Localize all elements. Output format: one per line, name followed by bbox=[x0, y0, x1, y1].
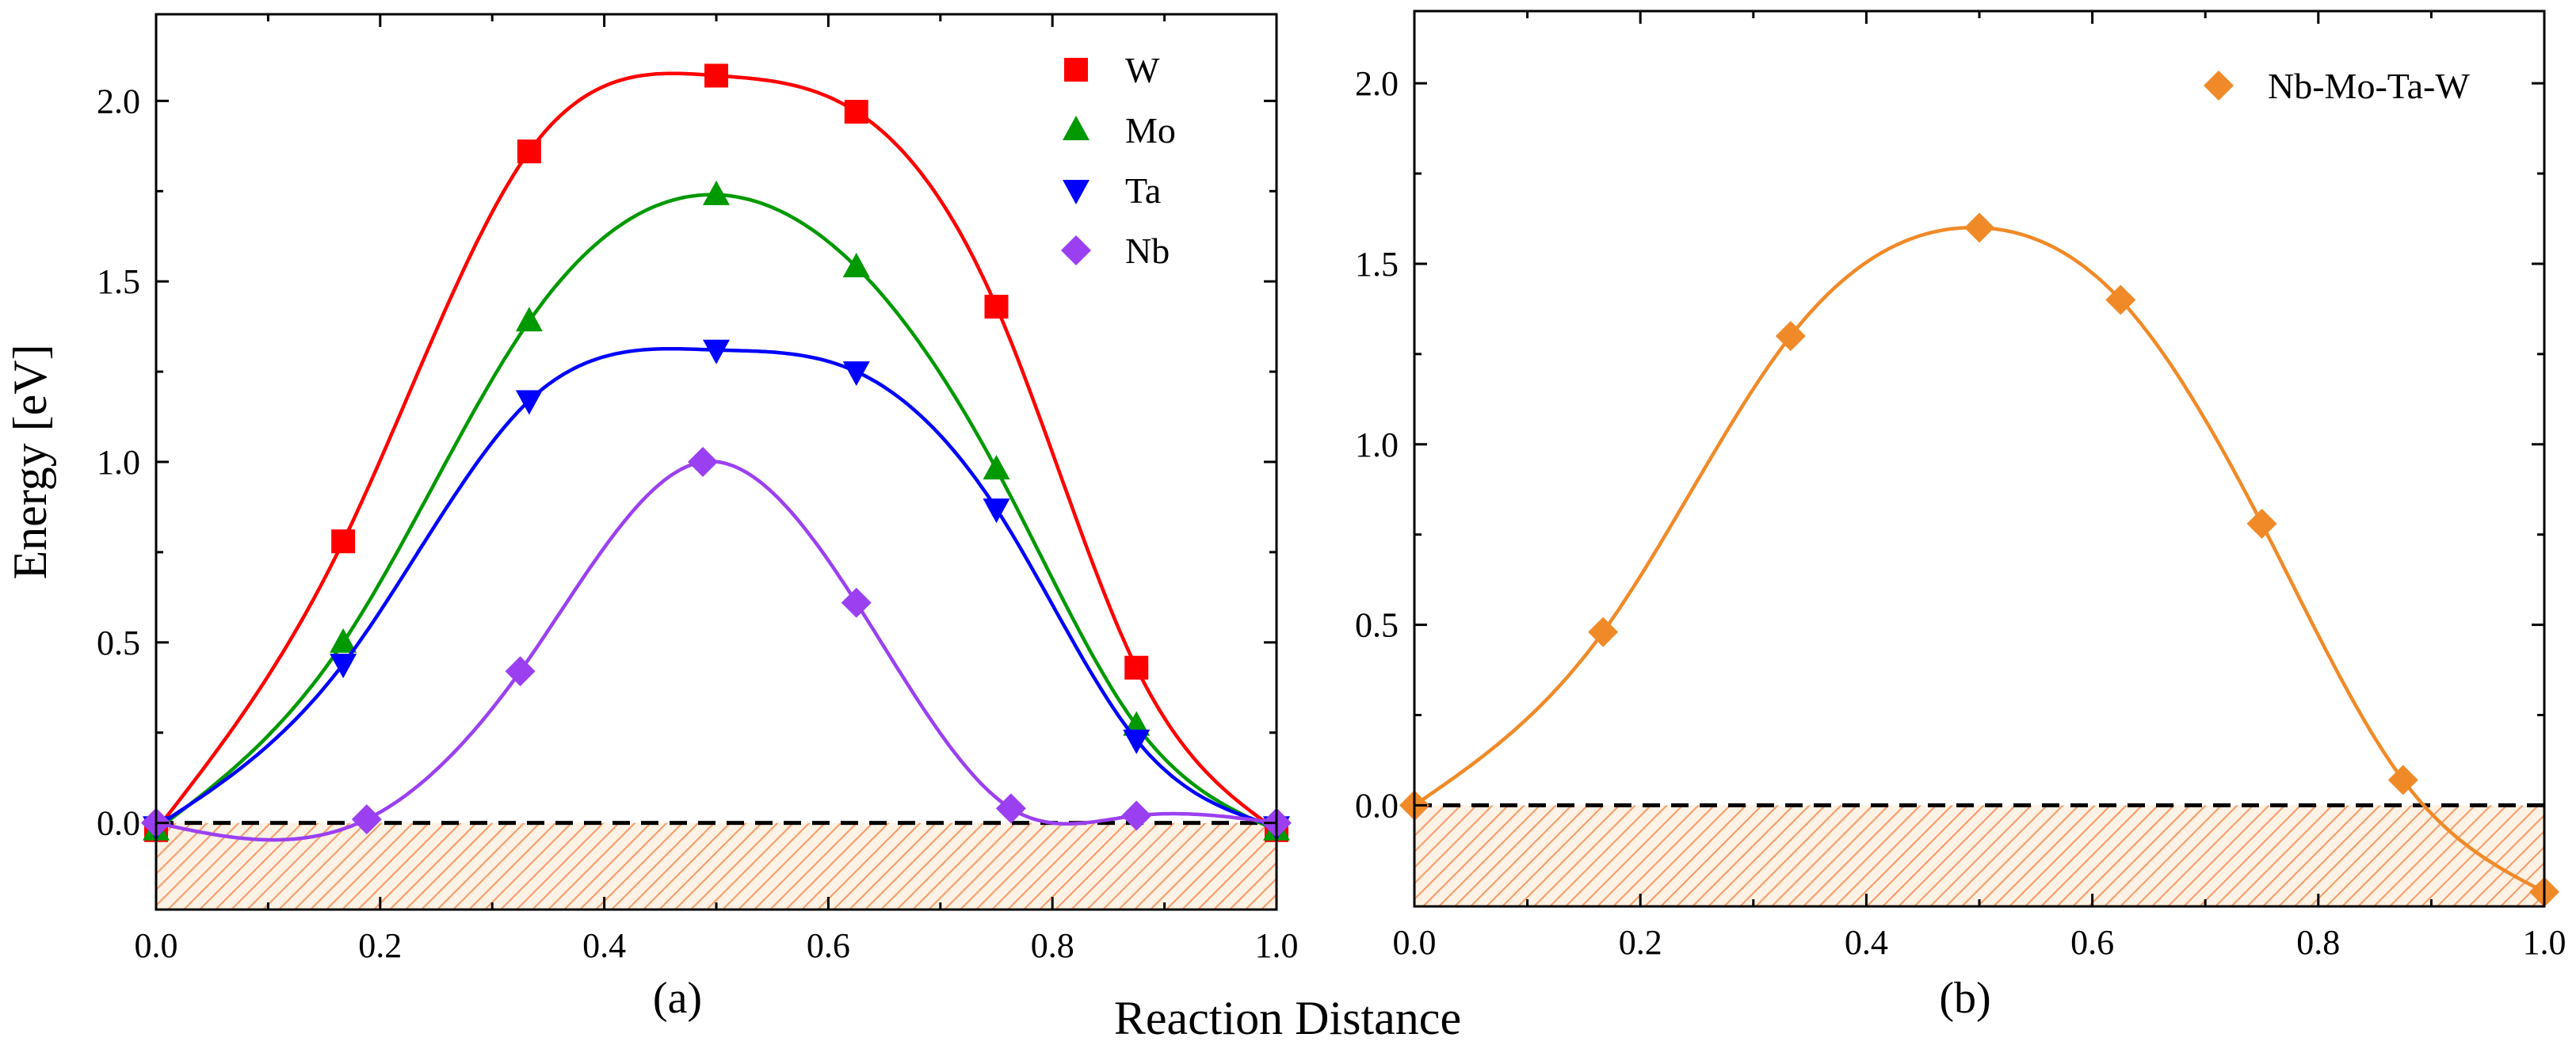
legend-label-w: W bbox=[1125, 50, 1160, 90]
data-point-nb bbox=[1121, 800, 1152, 831]
legend-marker-w bbox=[1064, 58, 1088, 82]
series-line-ta bbox=[155, 346, 1277, 829]
y-tick-label: 1.0 bbox=[1355, 425, 1399, 464]
data-point-w bbox=[1124, 655, 1149, 680]
hatched-negative-region bbox=[156, 822, 1277, 910]
data-point-nb-mo-ta-w bbox=[1964, 212, 1994, 243]
y-tick-label: 0.0 bbox=[97, 804, 140, 843]
data-point-ta bbox=[983, 498, 1010, 524]
y-tick-label: 1.5 bbox=[1355, 245, 1399, 284]
data-point-nb bbox=[351, 804, 382, 835]
series-line-nb bbox=[155, 460, 1277, 842]
y-tick-label: 2.0 bbox=[97, 82, 140, 120]
data-point-nb-mo-ta-w bbox=[2105, 284, 2136, 315]
hatched-negative-region bbox=[1414, 805, 2544, 906]
legend-marker-nb-mo-ta-w bbox=[2204, 71, 2234, 101]
data-point-ta bbox=[330, 654, 357, 679]
data-point-nb bbox=[688, 447, 719, 477]
data-point-ta bbox=[515, 390, 543, 415]
data-point-ta bbox=[1123, 729, 1151, 754]
series-line-nb-mo-ta-w bbox=[1413, 225, 2546, 894]
y-axis-title: Energy [eV] bbox=[4, 344, 56, 579]
x-tick-label: 0.0 bbox=[1393, 923, 1437, 962]
x-axis-title: Reaction Distance bbox=[1114, 992, 1461, 1044]
x-tick-label: 0.6 bbox=[807, 926, 850, 965]
x-tick-label: 1.0 bbox=[2523, 923, 2566, 962]
panel-b-chart: 0.0 0.2 0.4 0.6 0.8 1.0 0.0 0.5 1.0 1.5 2.0 Nb-Mo-T… bbox=[1355, 10, 2566, 962]
legend-label-nb-mo-ta-w: Nb-Mo-Ta-W bbox=[2268, 66, 2470, 106]
series-line-mo bbox=[155, 193, 1277, 832]
y-tick-label: 1.0 bbox=[97, 443, 140, 482]
data-point-w bbox=[331, 529, 356, 554]
data-point-nb-mo-ta-w bbox=[1588, 616, 1619, 647]
data-point-w bbox=[517, 139, 541, 164]
y-tick-label: 0.0 bbox=[1355, 786, 1399, 825]
legend-label-mo: Mo bbox=[1125, 110, 1176, 151]
panel-a-label: (a) bbox=[653, 974, 702, 1023]
panel-a-chart: 0.0 0.2 0.4 0.6 0.8 1.0 0.0 0.5 1.0 1.5 2.0 Energy … bbox=[4, 13, 1299, 965]
y-tick-label: 0.5 bbox=[97, 624, 140, 662]
data-point-nb bbox=[841, 587, 872, 618]
x-tick-label: 0.2 bbox=[358, 926, 402, 965]
legend-marker-mo bbox=[1063, 116, 1090, 140]
legend: Nb-Mo-Ta-W bbox=[2204, 66, 2470, 106]
data-point-mo bbox=[842, 252, 870, 277]
x-tick-label: 0.6 bbox=[2070, 923, 2114, 962]
x-tick-label: 0.4 bbox=[1845, 923, 1888, 962]
data-point-nb-mo-ta-w bbox=[1775, 321, 1806, 352]
y-tick-label: 2.0 bbox=[1355, 64, 1399, 103]
data-point-nb-mo-ta-w bbox=[2387, 765, 2418, 795]
plot-frame bbox=[1413, 10, 2546, 908]
data-point-ta bbox=[842, 361, 870, 387]
data-point-mo bbox=[703, 180, 730, 205]
x-tick-label: 0.8 bbox=[2296, 923, 2340, 962]
x-tick-label: 0.4 bbox=[582, 926, 626, 965]
panel-b-label: (b) bbox=[1939, 974, 1990, 1023]
data-point-w bbox=[984, 295, 1009, 319]
x-tick-label: 0.0 bbox=[135, 926, 178, 965]
data-point-nb bbox=[505, 656, 536, 687]
data-point-mo bbox=[330, 627, 357, 653]
data-point-mo bbox=[515, 307, 543, 332]
y-tick-label: 1.5 bbox=[97, 262, 140, 301]
data-point-ta bbox=[703, 339, 730, 364]
legend-label-ta: Ta bbox=[1125, 170, 1161, 211]
legend-marker-ta bbox=[1063, 180, 1090, 204]
data-point-w bbox=[704, 63, 728, 88]
data-point-nb bbox=[995, 793, 1026, 824]
data-point-mo bbox=[983, 455, 1010, 480]
data-point-nb-mo-ta-w bbox=[2246, 509, 2277, 540]
x-tick-label: 0.2 bbox=[1619, 923, 1662, 962]
x-tick-label: 1.0 bbox=[1255, 926, 1299, 965]
data-point-w bbox=[844, 100, 868, 124]
legend-marker-nb bbox=[1061, 235, 1091, 265]
legend: W Mo Ta Nb bbox=[1061, 50, 1176, 271]
legend-label-nb: Nb bbox=[1125, 231, 1170, 271]
y-tick-label: 0.5 bbox=[1355, 606, 1399, 645]
x-tick-label: 0.8 bbox=[1031, 926, 1074, 965]
